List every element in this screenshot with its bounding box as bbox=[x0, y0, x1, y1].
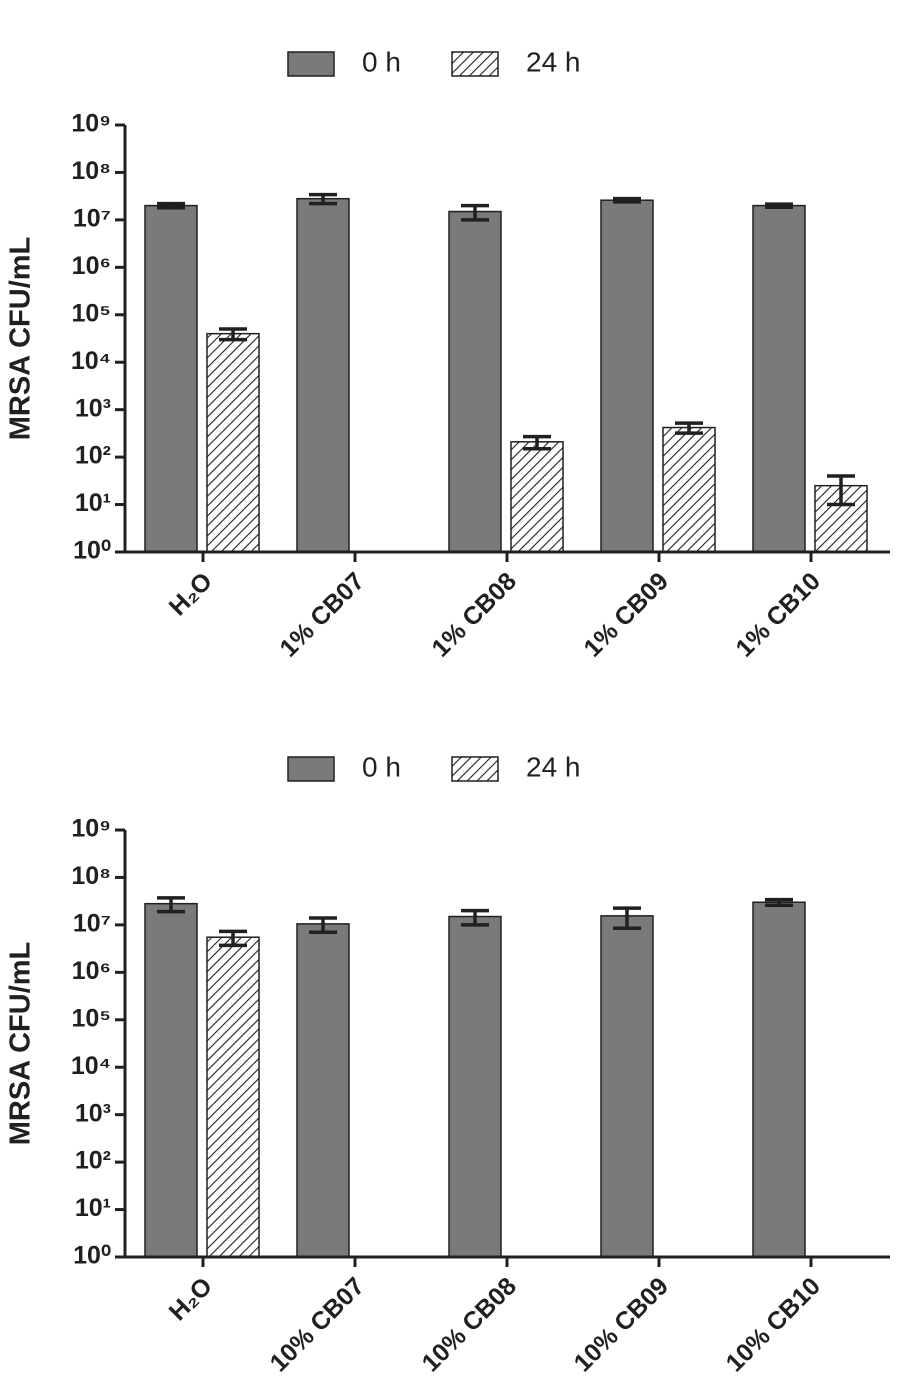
y-tick-label: 10² bbox=[75, 1147, 111, 1175]
x-tick-label: H₂O bbox=[164, 567, 218, 621]
bar bbox=[448, 210, 502, 553]
x-tick-label: 10% CB09 bbox=[569, 1272, 674, 1377]
error-bar bbox=[613, 196, 641, 204]
error-bar bbox=[613, 906, 641, 930]
bar bbox=[510, 441, 564, 553]
y-tick-label: 10⁸ bbox=[71, 157, 111, 185]
bar bbox=[144, 902, 198, 1258]
bar bbox=[296, 923, 350, 1258]
x-tick-label: 1% CB09 bbox=[578, 567, 673, 662]
error-bar bbox=[523, 434, 551, 451]
legend-swatch bbox=[287, 51, 335, 77]
bar bbox=[206, 332, 260, 553]
bar bbox=[752, 204, 806, 553]
y-tick-label: 10³ bbox=[75, 394, 111, 422]
y-tick-label: 10¹ bbox=[75, 1194, 111, 1222]
y-tick-label: 10⁷ bbox=[73, 204, 111, 232]
legend-label: 24 h bbox=[526, 751, 581, 782]
error-bar bbox=[219, 929, 247, 948]
y-tick-label: 10⁵ bbox=[71, 299, 111, 327]
bar bbox=[144, 204, 198, 553]
y-tick-label: 10³ bbox=[75, 1099, 111, 1127]
x-tick-label: H₂O bbox=[164, 1272, 218, 1326]
y-tick-label: 10⁰ bbox=[73, 1242, 111, 1270]
bar bbox=[448, 915, 502, 1258]
y-tick-label: 10⁶ bbox=[72, 252, 111, 280]
y-tick-label: 10⁹ bbox=[71, 815, 111, 843]
legend-label: 24 h bbox=[526, 46, 581, 77]
error-bar bbox=[461, 908, 489, 927]
error-bar bbox=[461, 203, 489, 222]
legend-label: 0 h bbox=[362, 751, 401, 782]
legend-swatch bbox=[451, 51, 499, 77]
error-bar bbox=[675, 421, 703, 435]
y-tick-label: 10¹ bbox=[75, 489, 111, 517]
y-tick-label: 10² bbox=[75, 442, 111, 470]
error-bar bbox=[157, 201, 185, 210]
x-tick-label: 1% CB08 bbox=[426, 567, 522, 663]
error-bar bbox=[765, 202, 793, 209]
x-tick-label: 10% CB08 bbox=[417, 1272, 522, 1377]
error-bar bbox=[309, 192, 337, 206]
bar bbox=[296, 197, 350, 553]
y-tick-label: 10⁰ bbox=[73, 537, 111, 565]
y-tick-label: 10⁴ bbox=[71, 1052, 111, 1080]
bar bbox=[206, 936, 260, 1258]
x-tick-label: 10% CB07 bbox=[265, 1272, 370, 1377]
y-tick-label: 10⁷ bbox=[73, 909, 111, 937]
bar bbox=[600, 199, 654, 553]
x-tick-label: 10% CB10 bbox=[721, 1272, 826, 1377]
y-tick-label: 10⁴ bbox=[71, 347, 111, 375]
y-tick-label: 10⁵ bbox=[71, 1004, 111, 1032]
error-bar bbox=[827, 474, 855, 507]
y-axis-title: MRSA CFU/mL bbox=[5, 942, 37, 1146]
legend-swatch bbox=[287, 756, 335, 782]
y-tick-label: 10⁶ bbox=[72, 957, 111, 985]
error-bar bbox=[309, 916, 337, 934]
x-tick-label: 1% CB07 bbox=[274, 567, 369, 662]
bar bbox=[814, 484, 868, 553]
bar bbox=[752, 901, 806, 1258]
x-tick-label: 1% CB10 bbox=[730, 567, 825, 662]
legend-label: 0 h bbox=[362, 46, 401, 77]
y-axis-title: MRSA CFU/mL bbox=[5, 237, 37, 441]
error-bar bbox=[219, 327, 247, 342]
y-tick-label: 10⁹ bbox=[71, 110, 111, 138]
y-tick-label: 10⁸ bbox=[71, 862, 111, 890]
bar bbox=[662, 426, 716, 553]
error-bar bbox=[157, 896, 185, 914]
error-bar bbox=[765, 897, 793, 907]
legend-swatch bbox=[451, 756, 499, 782]
bar bbox=[600, 915, 654, 1258]
